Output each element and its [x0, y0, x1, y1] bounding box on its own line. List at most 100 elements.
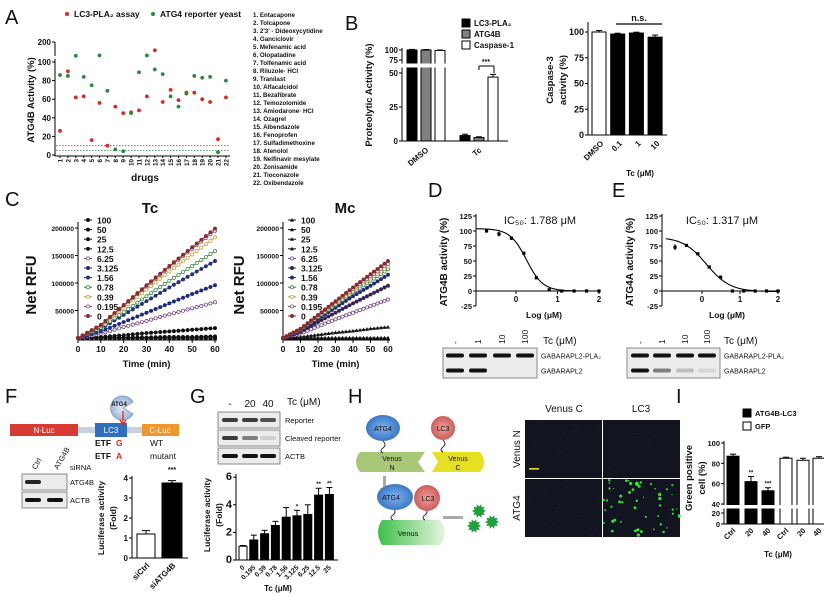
cell-dot: [596, 475, 598, 477]
legend-label: ATG4B-LC3: [755, 409, 797, 418]
bar: [628, 32, 644, 136]
marker-triangle: [290, 237, 294, 241]
data-point: [167, 334, 172, 339]
data-point: [368, 304, 373, 309]
data-point: [176, 297, 181, 302]
x-tick-label: Ctrl: [775, 526, 791, 542]
y-axis-title: Proteolytic Activity (%): [364, 43, 375, 146]
x-tick-label: 20: [208, 159, 215, 167]
cell-dot: [576, 428, 578, 430]
blot-band: [25, 480, 41, 484]
data-point: [152, 48, 157, 53]
y-tick-label: 0: [654, 287, 658, 296]
fluorescence-burst-icon: [485, 515, 499, 529]
column-label: Venus C: [545, 404, 583, 415]
cell-dot: [671, 512, 674, 515]
data-point: [302, 323, 306, 328]
data-point: [126, 318, 131, 323]
data-point: [176, 334, 181, 339]
data-point: [112, 333, 117, 338]
lc3-label: LC3: [437, 426, 450, 433]
marker-triangle: [358, 327, 362, 332]
y-tick-label: 150000: [256, 254, 279, 261]
x-tick-label: 1: [555, 295, 560, 304]
drug-list-item: 15. Albendazole: [253, 124, 300, 131]
data-point: [113, 104, 118, 109]
lc3-label: LC3: [104, 426, 119, 435]
data-point: [213, 249, 217, 254]
legend-label: 6.25: [97, 254, 114, 264]
data-point: [81, 94, 86, 99]
data-point: [167, 329, 172, 334]
blot-row-label: GABARAPL2-PLA₂: [541, 354, 601, 361]
data-point: [181, 328, 185, 333]
data-point: [199, 245, 204, 250]
data-point: [316, 324, 320, 329]
cell-dot: [621, 501, 624, 504]
data-point: [361, 277, 366, 282]
wt-residue: G: [116, 438, 123, 448]
data-point: [319, 323, 324, 327]
data-point: [167, 264, 172, 268]
data-point: [97, 53, 102, 58]
panel-label: I: [676, 386, 682, 408]
cell-dot: [582, 515, 584, 517]
mutant-residue: A: [116, 451, 122, 461]
data-point: [129, 111, 134, 116]
lane-label: -: [450, 341, 460, 344]
x-tick-label: 19: [200, 159, 207, 167]
atg4-label: ATG4: [111, 402, 127, 408]
x-tick-label: 60: [383, 344, 393, 354]
bar: [238, 545, 248, 561]
data-point: [144, 335, 149, 340]
scale-bar: [529, 468, 539, 470]
data-point: [213, 226, 217, 231]
x-tick-label: 10: [296, 344, 306, 354]
x-tick-label: 0: [239, 564, 247, 572]
cell-dot: [671, 508, 674, 511]
blot-band: [516, 353, 534, 358]
cell-dot: [635, 499, 639, 503]
blot-band: [260, 436, 276, 440]
data-point: [181, 277, 185, 282]
blot-band: [222, 418, 238, 422]
drug-list-item: 1. Entacapone: [253, 12, 296, 19]
data-point: [208, 100, 213, 104]
bar: [459, 135, 471, 142]
data-point: [121, 303, 126, 307]
data-point: [168, 94, 173, 99]
marker-triangle: [340, 329, 345, 334]
data-point: [190, 272, 195, 277]
data-point: [547, 288, 551, 292]
legend-marker: [151, 12, 155, 16]
blot-band: [698, 353, 716, 358]
x-axis-title: Time (min): [123, 359, 171, 370]
data-point: [284, 334, 289, 339]
y-tick-label: 4: [124, 474, 129, 483]
data-point: [375, 301, 380, 306]
venus-n-fragment: [356, 452, 425, 472]
cell-dot: [639, 481, 642, 484]
atg4-protein: [366, 415, 400, 441]
micrograph-2-2: [602, 478, 681, 537]
cell-dot: [538, 422, 540, 424]
significance-stars: ***: [764, 482, 772, 488]
lane-label: Ctrl: [30, 456, 44, 471]
data-point: [696, 252, 700, 256]
cell-dot: [528, 502, 530, 504]
blot-band: [446, 368, 464, 373]
data-point: [208, 74, 213, 79]
data-point: [171, 266, 176, 270]
data-point: [203, 326, 208, 331]
data-point: [337, 308, 341, 313]
cell-dot: [615, 476, 617, 478]
x-tick-label: 30: [142, 344, 152, 354]
data-point: [105, 143, 110, 148]
data-point: [171, 299, 176, 304]
y-tick-label: 200000: [256, 226, 279, 233]
data-point: [358, 280, 362, 285]
data-point: [330, 312, 334, 317]
data-point: [344, 305, 348, 310]
bar: [779, 457, 793, 525]
y-tick-label: 125: [459, 212, 472, 221]
